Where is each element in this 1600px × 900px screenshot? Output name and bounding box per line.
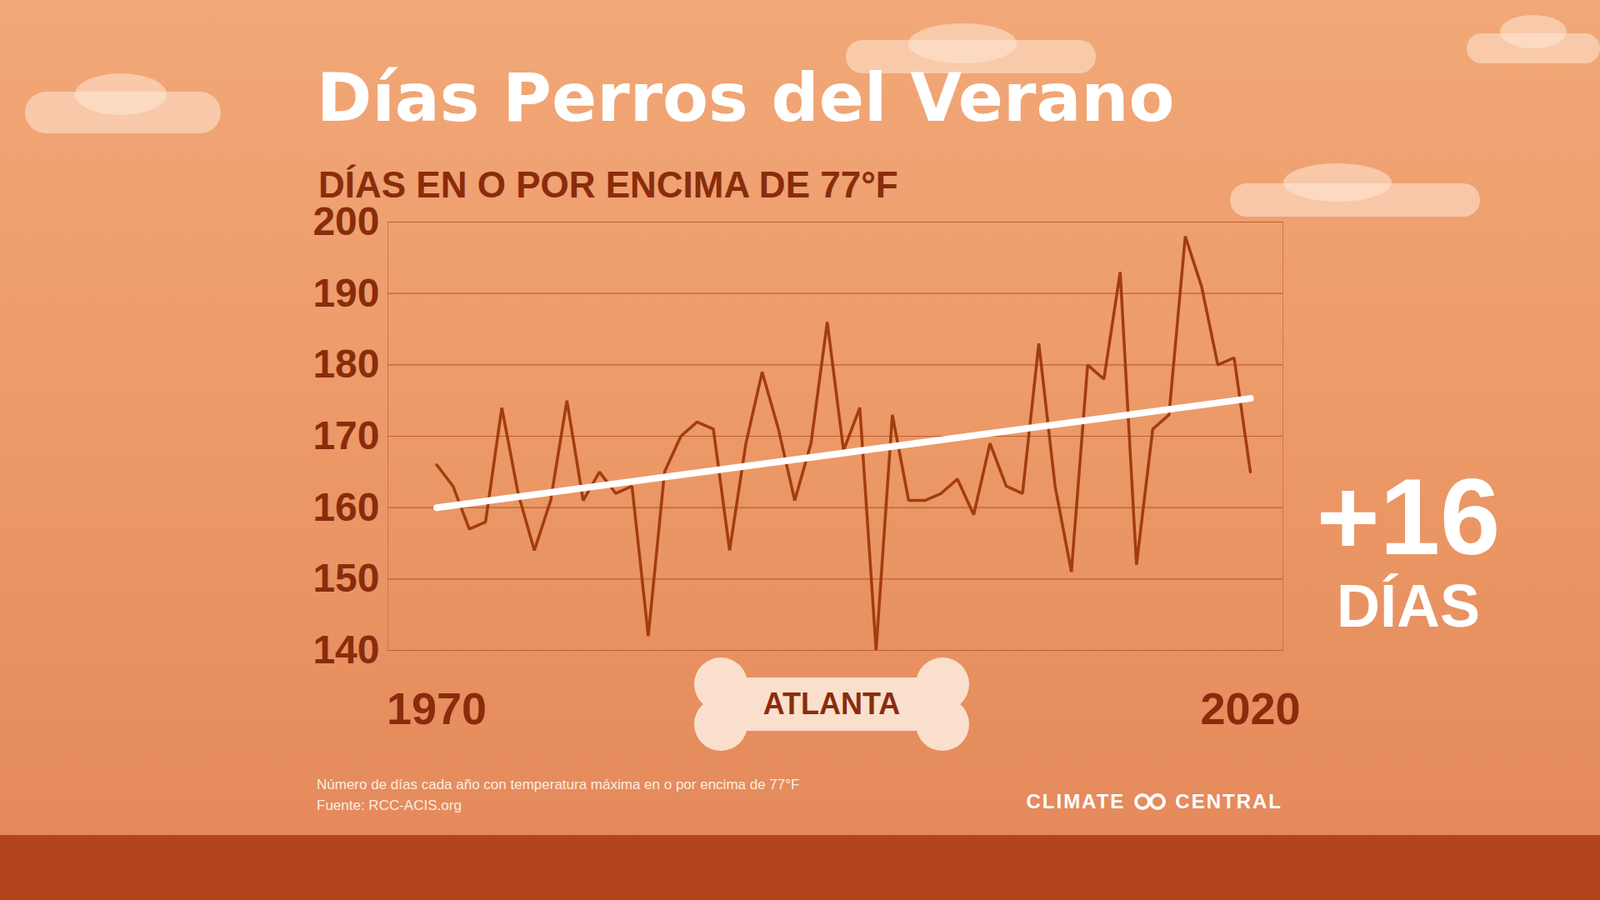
- html-text:DÍAS: DÍAS: [1336, 572, 1480, 640]
- svg-text:1970: 1970: [386, 683, 487, 734]
- svg-text:200: 200: [312, 199, 380, 244]
- svg-text:2020: 2020: [1200, 683, 1300, 734]
- svg-text:140: 140: [312, 627, 380, 672]
- html-text:Días Perros del Verano: Días Perros del Verano: [316, 59, 1175, 137]
- svg-text:160: 160: [312, 485, 380, 530]
- html-text:DÍAS EN O POR ENCIMA DE 77°F: DÍAS EN O POR ENCIMA DE 77°F: [318, 164, 898, 205]
- html-text:Número de días cada año con te: Número de días cada año con temperatura …: [316, 776, 800, 793]
- html-text:CENTRAL: CENTRAL: [1175, 790, 1283, 813]
- svg-text:190: 190: [312, 270, 380, 315]
- html-text:+16: +16: [1316, 455, 1501, 578]
- svg-text:180: 180: [312, 341, 380, 386]
- svg-text:150: 150: [312, 555, 380, 600]
- html-text:Fuente: RCC-ACIS.org: Fuente: RCC-ACIS.org: [316, 797, 462, 813]
- svg-text:170: 170: [312, 413, 380, 458]
- html-text:ATLANTA: ATLANTA: [763, 686, 901, 721]
- html-text:CLIMATE: CLIMATE: [1026, 790, 1126, 813]
